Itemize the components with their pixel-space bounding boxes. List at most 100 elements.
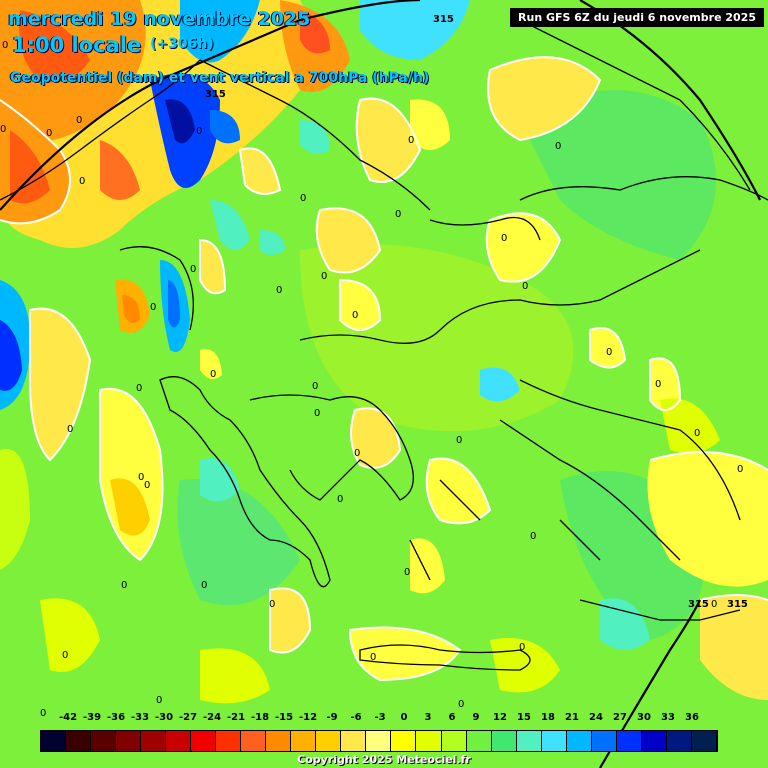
zero-label: 0 xyxy=(711,599,717,610)
color-scale-swatch xyxy=(641,731,667,751)
field-patch xyxy=(480,367,520,402)
zero-label: 0 xyxy=(354,448,360,459)
zero-label: 0 xyxy=(314,408,320,419)
color-scale-label: -27 xyxy=(178,712,198,723)
zero-label: 0 xyxy=(190,264,196,275)
color-scale-swatch xyxy=(691,731,717,751)
field-patch xyxy=(486,213,560,282)
color-scale-label: 27 xyxy=(613,712,627,723)
color-scale-swatch xyxy=(591,731,617,751)
color-scale-label: -36 xyxy=(106,712,126,723)
color-scale-label: 3 xyxy=(424,712,432,723)
field-patch xyxy=(360,0,470,60)
color-scale-swatch xyxy=(441,731,467,751)
field-patch xyxy=(210,200,250,250)
color-scale-swatch xyxy=(191,731,217,751)
color-scale-label: -30 xyxy=(154,712,174,723)
color-scale-swatch xyxy=(341,731,367,751)
color-scale xyxy=(40,730,718,752)
zero-label: 0 xyxy=(67,424,73,435)
zero-label: 0 xyxy=(40,708,46,719)
field-patch xyxy=(647,452,768,587)
zero-label: 0 xyxy=(555,141,561,152)
field-patch xyxy=(10,130,50,204)
field-patch xyxy=(177,479,300,605)
color-scale-swatch xyxy=(366,731,392,751)
field-description: Geopotentiel (dam) et vent vertical a 70… xyxy=(10,70,430,86)
field-patch xyxy=(30,308,90,460)
zero-label: 0 xyxy=(150,302,156,313)
zero-label: 0 xyxy=(530,531,536,542)
color-scale-swatch xyxy=(91,731,117,751)
field-patch xyxy=(200,648,270,704)
color-scale-swatch xyxy=(541,731,567,751)
field-patch xyxy=(350,627,460,680)
color-scale-swatch xyxy=(616,731,642,751)
field-patch xyxy=(488,57,600,141)
zero-label: 0 xyxy=(136,383,142,394)
color-scale-label: 9 xyxy=(472,712,480,723)
zero-label: 0 xyxy=(312,381,318,392)
color-scale-swatch xyxy=(66,731,92,751)
color-scale-label: 30 xyxy=(637,712,651,723)
color-scale-label: -18 xyxy=(250,712,270,723)
color-scale-labels: -42 -39 -36 -33 -30 -27 -24 -21 -18 -15 -12 -9 -6 -3 0… xyxy=(0,712,768,726)
color-scale-swatch xyxy=(666,731,692,751)
color-scale-label: 15 xyxy=(517,712,531,723)
field-patch xyxy=(168,280,180,328)
color-scale-swatch xyxy=(166,731,192,751)
color-scale-swatch xyxy=(216,731,242,751)
zero-label: 0 xyxy=(321,271,327,282)
field-patch xyxy=(200,458,240,502)
zero-label: 0 xyxy=(210,369,216,380)
zero-label: 0 xyxy=(694,428,700,439)
field-patch xyxy=(200,349,222,379)
color-scale-label: -15 xyxy=(274,712,294,723)
color-scale-swatch xyxy=(491,731,517,751)
zero-label: 0 xyxy=(519,642,525,653)
color-scale-swatch xyxy=(316,731,342,751)
zero-label: 0 xyxy=(370,652,376,663)
zero-label: 0 xyxy=(458,699,464,710)
color-scale-label: 0 xyxy=(400,712,408,723)
field-patch xyxy=(270,588,310,653)
zero-label: 0 xyxy=(352,310,358,321)
zero-label: 0 xyxy=(144,480,150,491)
zero-label: 0 xyxy=(737,464,743,475)
field-patch xyxy=(19,10,90,83)
color-scale-label: -12 xyxy=(298,712,318,723)
field-patch xyxy=(122,295,140,324)
field-patch xyxy=(110,478,150,536)
color-scale-label: 36 xyxy=(685,712,699,723)
color-scale-label: 33 xyxy=(661,712,675,723)
color-scale-swatch xyxy=(466,731,492,751)
zero-label: 0 xyxy=(46,128,52,139)
forecast-time: 1:00 locale xyxy=(12,33,142,57)
zero-label: 0 xyxy=(62,650,68,661)
field-patch xyxy=(260,230,285,255)
color-scale-label: -33 xyxy=(130,712,150,723)
zero-label: 0 xyxy=(121,580,127,591)
color-scale-label: -3 xyxy=(374,712,386,723)
run-info: Run GFS 6Z du jeudi 6 novembre 2025 xyxy=(510,8,764,27)
color-scale-swatch xyxy=(266,731,292,751)
field-patch xyxy=(210,110,240,144)
zero-label: 0 xyxy=(79,176,85,187)
color-scale-swatch xyxy=(291,731,317,751)
zero-label: 0 xyxy=(201,580,207,591)
field-patch xyxy=(426,458,490,524)
color-scale-label: 18 xyxy=(541,712,555,723)
zero-label: 0 xyxy=(606,347,612,358)
field-patch xyxy=(300,10,330,54)
zero-label: 0 xyxy=(269,599,275,610)
coastlines xyxy=(0,19,768,671)
color-scale-label: 21 xyxy=(565,712,579,723)
field-patch xyxy=(340,280,380,330)
color-scale-swatch xyxy=(516,731,542,751)
field-patch xyxy=(40,598,100,672)
field-patch xyxy=(180,0,260,63)
color-scale-label: -21 xyxy=(226,712,246,723)
field-patch xyxy=(100,140,140,200)
color-scale-swatch xyxy=(41,731,67,751)
field-patch xyxy=(660,398,720,454)
